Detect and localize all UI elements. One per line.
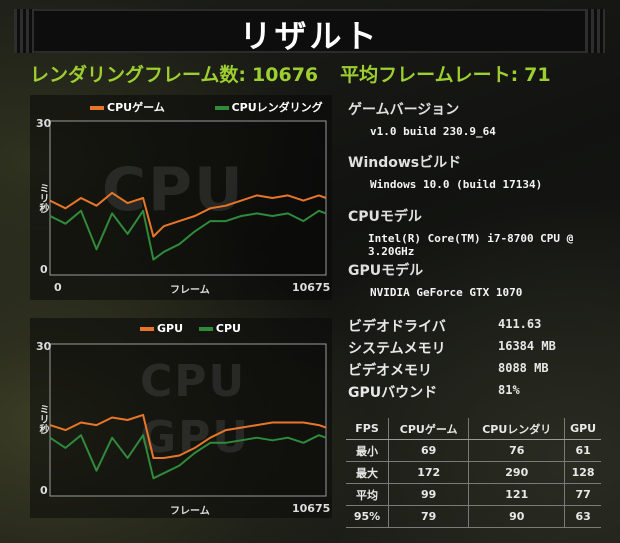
row-label-min: 最小 bbox=[346, 439, 389, 462]
chart2-watermark-cpu: CPU bbox=[140, 356, 246, 407]
summary-stats: レンダリングフレーム数: 10676 平均フレームレート: 71 bbox=[30, 60, 551, 87]
legend-gpu: GPU bbox=[157, 322, 184, 335]
legend-swatch-cpu bbox=[198, 327, 213, 331]
avg-fps-value: 71 bbox=[524, 64, 551, 86]
series-line-1 bbox=[49, 209, 327, 261]
cpu-model-block: CPUモデル Intel(R) Core(TM) i7-8700 CPU @ 3… bbox=[348, 206, 620, 258]
chart1-xtick-end: 10675 bbox=[292, 281, 331, 294]
legend-swatch-cpu-game bbox=[90, 106, 104, 110]
video-driver-row: ビデオドライバ 411.63 bbox=[348, 316, 541, 336]
table-row: 最大 172 290 128 bbox=[346, 461, 601, 484]
system-memory-label: システムメモリ bbox=[348, 341, 446, 357]
plot-frame bbox=[49, 120, 327, 276]
series-line-0 bbox=[49, 413, 327, 459]
legend-cpu-game: CPUゲーム bbox=[107, 101, 165, 114]
avg-fps-label: 平均フレームレート: bbox=[340, 64, 519, 86]
windows-build-value: Windows 10.0 (build 17134) bbox=[370, 178, 543, 191]
gpu-bound-label: GPUバウンド bbox=[348, 385, 438, 401]
chart1-xtick-start: 0 bbox=[54, 281, 62, 294]
game-version-block: ゲームバージョン v1.0 build 230.9_64 bbox=[348, 99, 496, 138]
chart2-legend: GPU CPU bbox=[30, 322, 332, 335]
chart1-ylabel: ミリ秒 bbox=[37, 183, 48, 213]
cell: 63 bbox=[564, 505, 601, 528]
fps-header-gpu: GPU bbox=[564, 418, 601, 440]
table-row: 平均 99 121 77 bbox=[346, 483, 601, 506]
fps-header-fps: FPS bbox=[346, 418, 389, 440]
gpu-model-label: GPUモデル bbox=[348, 263, 424, 279]
legend-swatch-cpu-render bbox=[214, 106, 229, 110]
legend-cpu: CPU bbox=[215, 322, 241, 335]
cell: 290 bbox=[468, 461, 565, 484]
windows-build-block: Windowsビルド Windows 10.0 (build 17134) bbox=[348, 152, 542, 191]
cell: 90 bbox=[468, 505, 565, 528]
cpu-frametime-chart: CPUゲーム CPUレンダリング CPU 30 0 ミリ秒 0 フレーム 106… bbox=[30, 95, 332, 300]
video-memory-value: 8088 MB bbox=[498, 361, 549, 375]
fps-header-cpu-render: CPUレンダリ bbox=[468, 418, 565, 440]
chart1-xlabel: フレーム bbox=[170, 285, 210, 296]
system-memory-value: 16384 MB bbox=[498, 339, 556, 353]
windows-build-label: Windowsビルド bbox=[348, 155, 462, 171]
frames-label: レンダリングフレーム数: bbox=[30, 64, 247, 86]
chart1-legend: CPUゲーム CPUレンダリング bbox=[30, 99, 332, 115]
cell: 79 bbox=[387, 505, 469, 528]
chart1-watermark: CPU bbox=[102, 155, 245, 225]
video-memory-row: ビデオメモリ 8088 MB bbox=[348, 360, 549, 380]
series-line-0 bbox=[49, 191, 327, 238]
cell: 128 bbox=[564, 461, 601, 484]
legend-swatch-gpu bbox=[140, 327, 154, 331]
chart2-xlabel: フレーム bbox=[170, 506, 210, 517]
fps-table-header: FPS CPUゲーム CPUレンダリ GPU bbox=[346, 418, 601, 440]
video-driver-label: ビデオドライバ bbox=[348, 319, 446, 335]
page-title: リザルト bbox=[239, 17, 380, 55]
row-label-max: 最大 bbox=[346, 461, 389, 484]
video-driver-value: 411.63 bbox=[498, 317, 542, 331]
table-row: 最小 69 76 61 bbox=[346, 439, 601, 462]
fps-header-cpu-game: CPUゲーム bbox=[387, 418, 469, 440]
title-banner: リザルト bbox=[14, 9, 605, 55]
chart1-plot bbox=[49, 120, 327, 276]
cpu-model-value: Intel(R) Core(TM) i7-8700 CPU @ 3.20GHz bbox=[368, 232, 574, 258]
chart1-ytick-top: 30 bbox=[36, 117, 52, 130]
cell: 69 bbox=[387, 439, 469, 462]
legend-cpu-render: CPUレンダリング bbox=[231, 101, 323, 114]
series-line-1 bbox=[49, 434, 327, 480]
gpu-model-block: GPUモデル NVIDIA GeForce GTX 1070 bbox=[348, 260, 522, 299]
game-version-label: ゲームバージョン bbox=[348, 102, 460, 118]
fps-table: FPS CPUゲーム CPUレンダリ GPU 最小 69 76 61 最大 17… bbox=[346, 418, 601, 528]
chart1-ytick-bottom: 0 bbox=[40, 263, 48, 276]
chart2-xtick-end: 10675 bbox=[292, 502, 331, 515]
table-row: 95% 79 90 63 bbox=[346, 505, 601, 528]
chart2-plot bbox=[49, 343, 327, 497]
gpu-frametime-chart: GPU CPU CPU GPU 30 0 ミリ秒 フレーム 10675 bbox=[30, 318, 332, 518]
gpu-bound-value: 81% bbox=[498, 383, 520, 397]
cell: 99 bbox=[387, 483, 469, 506]
row-label-95: 95% bbox=[346, 505, 389, 528]
row-label-avg: 平均 bbox=[346, 483, 389, 506]
cpu-model-label: CPUモデル bbox=[348, 209, 422, 225]
chart2-ytick-bottom: 0 bbox=[40, 484, 48, 497]
game-version-value: v1.0 build 230.9_64 bbox=[370, 125, 496, 138]
cell: 121 bbox=[468, 483, 565, 506]
cell: 76 bbox=[468, 439, 565, 462]
plot-frame bbox=[49, 343, 327, 497]
gpu-model-value: NVIDIA GeForce GTX 1070 bbox=[370, 286, 523, 299]
cell: 61 bbox=[564, 439, 601, 462]
video-memory-label: ビデオメモリ bbox=[348, 363, 432, 379]
cell: 77 bbox=[564, 483, 601, 506]
frames-value: 10676 bbox=[252, 64, 319, 86]
system-memory-row: システムメモリ 16384 MB bbox=[348, 338, 556, 358]
chart2-ylabel: ミリ秒 bbox=[37, 404, 48, 434]
chart2-ytick-top: 30 bbox=[36, 340, 52, 353]
cell: 172 bbox=[387, 461, 469, 484]
gpu-bound-row: GPUバウンド 81% bbox=[348, 382, 520, 402]
